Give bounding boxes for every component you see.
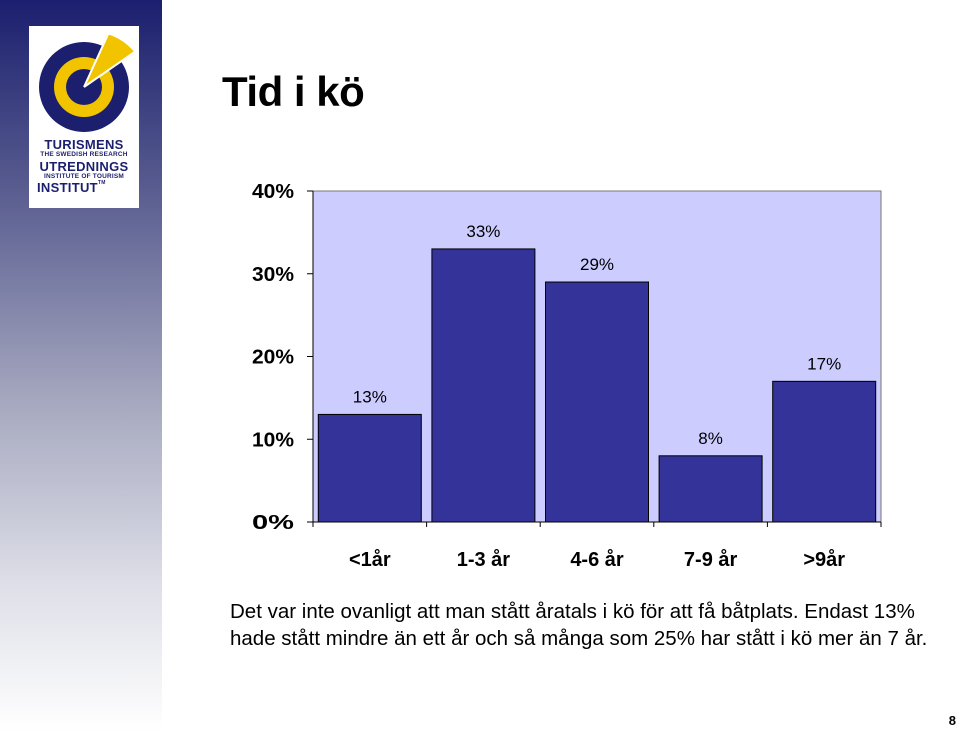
bar	[545, 281, 649, 523]
bar	[772, 380, 877, 523]
page-number: 8	[948, 713, 956, 728]
x-category-label: >9år	[803, 548, 845, 571]
bar-value-label: 13%	[353, 387, 387, 406]
bar-value-label: 33%	[466, 222, 500, 241]
bar-value-label: 29%	[580, 255, 614, 274]
logo-emblem-icon	[39, 29, 134, 132]
bar	[317, 413, 422, 523]
y-tick-label: 10%	[252, 429, 294, 451]
logo-wordmark: TURISMENS THE SWEDISH RESEARCH UTREDNING…	[37, 137, 129, 195]
bar	[658, 455, 763, 523]
y-tick-label: 0%	[252, 512, 294, 534]
x-category-label: 7-9 år	[684, 548, 738, 571]
institute-logo: TURISMENS THE SWEDISH RESEARCH UTREDNING…	[29, 26, 139, 208]
y-tick-label: 40%	[252, 181, 294, 203]
chart-caption: Det var inte ovanligt att man stått årat…	[230, 600, 928, 650]
page-title: Tid i kö	[222, 68, 365, 115]
x-category-label: 4-6 år	[570, 548, 624, 571]
bar-value-label: 8%	[698, 429, 723, 448]
x-category-label: <1år	[349, 548, 391, 571]
x-category-label: 1-3 år	[457, 548, 511, 571]
y-tick-label: 30%	[252, 264, 294, 286]
y-tick-label: 20%	[252, 347, 294, 369]
bar	[431, 248, 536, 523]
bar-value-label: 17%	[807, 354, 841, 373]
